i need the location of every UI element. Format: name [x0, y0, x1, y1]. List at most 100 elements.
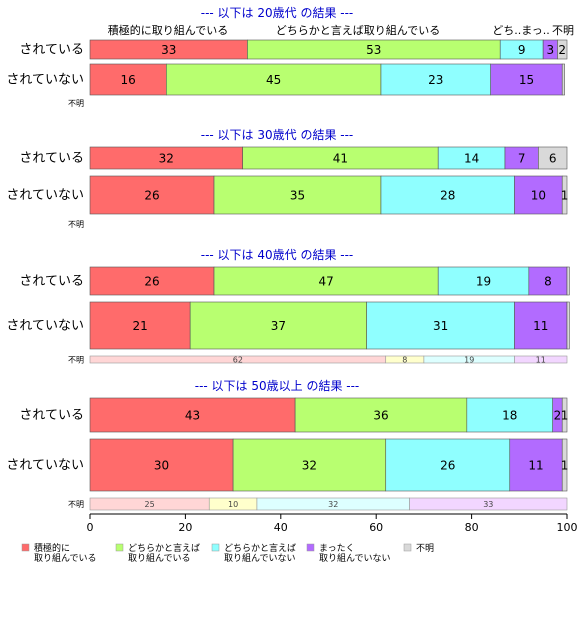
- legend-label: 不明: [416, 543, 434, 554]
- bar-segment: [437, 266, 530, 296]
- data-label: 45: [266, 73, 281, 87]
- data-label: 7: [518, 152, 526, 166]
- bar-segment: [514, 175, 563, 215]
- data-label: 47: [318, 275, 333, 289]
- x-tick-label: 100: [557, 521, 578, 534]
- data-label: 33: [483, 500, 493, 509]
- bar-segment: [490, 63, 563, 96]
- legend-label: まったく: [319, 543, 355, 554]
- bar-segment: [89, 63, 167, 96]
- data-label: 37: [271, 319, 286, 333]
- row-label: 不明: [68, 99, 84, 108]
- bar-segment: [366, 301, 515, 350]
- data-label: 21: [132, 319, 147, 333]
- bar-segment: [89, 397, 296, 433]
- data-label: 10: [531, 189, 546, 203]
- row-label: 不明: [68, 500, 84, 509]
- data-label: 35: [290, 189, 305, 203]
- row-label: されている: [19, 408, 84, 423]
- header-label: 不明: [552, 24, 574, 37]
- legend-swatch: [211, 543, 220, 552]
- bar-segment: [528, 266, 568, 296]
- bar-segment: [561, 438, 568, 492]
- data-label: 43: [185, 409, 200, 423]
- row-label: されている: [19, 274, 84, 289]
- bar-segment: [566, 266, 570, 296]
- bar-segment: [89, 175, 215, 215]
- bar-segment: [409, 497, 568, 511]
- data-label: 16: [121, 73, 136, 87]
- bar-segment: [380, 63, 491, 96]
- panel-title: --- 以下は 30歳代 の結果 ---: [201, 128, 354, 142]
- bar-segment: [380, 175, 515, 215]
- row-label: されていない: [6, 73, 84, 88]
- legend-label: 取り組んでいない: [319, 552, 391, 564]
- legend-swatch: [115, 543, 124, 552]
- bar-segment: [509, 438, 563, 492]
- bar-segment: [89, 301, 191, 350]
- bar-segment: [166, 63, 382, 96]
- data-label: 11: [533, 319, 548, 333]
- row-label: 不明: [68, 356, 84, 365]
- x-tick-label: 20: [178, 521, 192, 534]
- data-label: 25: [145, 500, 155, 509]
- legend-label: どちらかと言えば: [128, 542, 200, 554]
- row-label: されていない: [6, 458, 84, 473]
- data-label: 10: [228, 500, 238, 509]
- data-label: 1: [561, 459, 569, 473]
- legend-swatch: [403, 543, 412, 552]
- bar-segment: [89, 266, 215, 296]
- bar-segment: [213, 175, 382, 215]
- legend-label: 積極的に: [34, 542, 70, 554]
- row-label: されている: [19, 43, 84, 58]
- panel-title: --- 以下は 40歳代 の結果 ---: [201, 248, 354, 262]
- data-label: 8: [402, 356, 407, 365]
- header-label: どち..まっ..: [492, 24, 550, 37]
- legend-label: 取り組んでいない: [224, 552, 296, 564]
- row-label: されている: [19, 151, 84, 166]
- data-label: 30: [154, 459, 169, 473]
- row-label: されていない: [6, 188, 84, 203]
- data-label: 3: [546, 43, 554, 57]
- bar-segment: [538, 146, 568, 170]
- legend-label: どちらかと言えば: [224, 542, 296, 554]
- bar-segment: [294, 397, 468, 433]
- bar-segment: [232, 438, 387, 492]
- data-label: 8: [544, 275, 552, 289]
- x-tick-label: 80: [465, 521, 479, 534]
- bar-segment: [561, 63, 565, 96]
- data-label: 9: [518, 43, 526, 57]
- panel-title: --- 以下は 20歳代 の結果 ---: [201, 6, 354, 20]
- x-tick-label: 40: [274, 521, 288, 534]
- data-label: 33: [161, 43, 176, 57]
- bar-segment: [213, 266, 439, 296]
- data-label: 26: [144, 189, 159, 203]
- bar-segment: [561, 397, 568, 433]
- data-label: 2: [554, 409, 562, 423]
- data-label: 26: [144, 275, 159, 289]
- bar-segment: [561, 175, 568, 215]
- data-label: 19: [476, 275, 491, 289]
- data-label: 11: [528, 459, 543, 473]
- bar-segment: [566, 301, 570, 350]
- data-label: 6: [549, 152, 557, 166]
- legend-swatch: [21, 543, 30, 552]
- data-label: 14: [464, 152, 479, 166]
- x-tick-label: 0: [87, 521, 94, 534]
- data-label: 15: [519, 73, 534, 87]
- x-tick-label: 60: [369, 521, 383, 534]
- data-label: 28: [440, 189, 455, 203]
- panel-title: --- 以下は 50歳以上 の結果 ---: [195, 379, 360, 393]
- row-label: されていない: [6, 319, 84, 334]
- data-label: 41: [333, 152, 348, 166]
- data-label: 53: [366, 43, 381, 57]
- header-label: 積極的に取り組んでいる: [108, 23, 228, 37]
- data-label: 36: [373, 409, 388, 423]
- legend-label: 取り組んでいる: [34, 552, 97, 564]
- row-label: 不明: [68, 220, 84, 229]
- bar-segment: [514, 355, 568, 364]
- legend-label: 取り組んでいる: [128, 552, 191, 564]
- data-label: 11: [536, 356, 546, 365]
- bar-segment: [89, 438, 234, 492]
